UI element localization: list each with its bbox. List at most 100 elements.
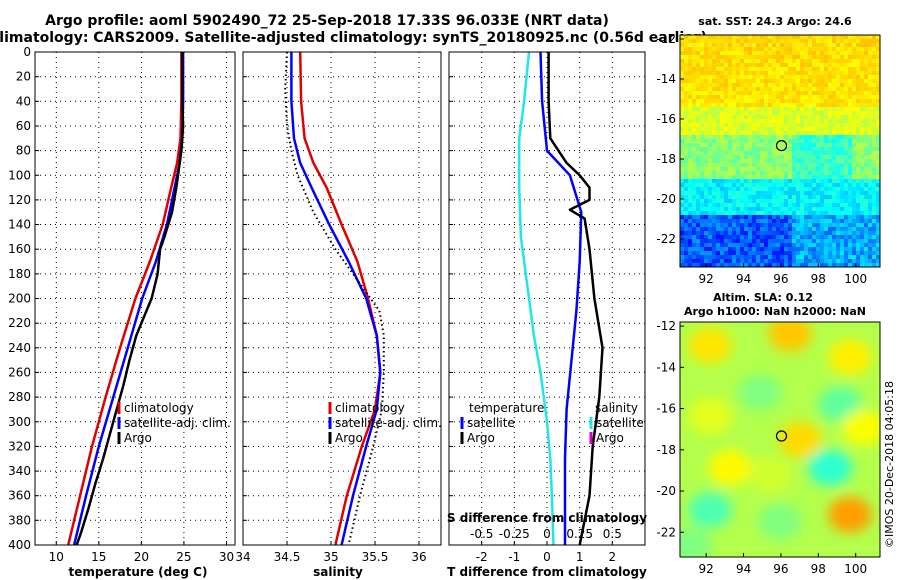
sst-cell	[712, 251, 717, 256]
sst-cell	[808, 111, 813, 116]
sst-cell	[800, 215, 805, 220]
sst-cell	[808, 187, 813, 192]
sst-cell	[856, 103, 861, 108]
sst-cell	[684, 67, 689, 72]
sst-cell	[740, 111, 745, 116]
sst-cell	[728, 67, 733, 72]
sst-cell	[872, 147, 877, 152]
sst-cell	[848, 179, 853, 184]
sst-cell	[792, 143, 797, 148]
sst-cell	[712, 243, 717, 248]
sst-cell	[788, 51, 793, 56]
sst-cell	[800, 87, 805, 92]
sst-cell	[748, 71, 753, 76]
sst-cell	[784, 195, 789, 200]
sst-cell	[732, 223, 737, 228]
sst-cell	[856, 107, 861, 112]
sla-anomaly-patch	[808, 449, 852, 486]
sst-cell	[776, 183, 781, 188]
sst-cell	[864, 127, 869, 132]
sst-cell	[724, 175, 729, 180]
sst-cell	[768, 43, 773, 48]
sst-cell	[872, 83, 877, 88]
sst-cell	[748, 87, 753, 92]
sst-cell	[848, 87, 853, 92]
sst-cell	[692, 219, 697, 224]
sst-cell	[740, 99, 745, 104]
sst-cell	[832, 95, 837, 100]
sst-cell	[764, 139, 769, 144]
sst-cell	[788, 183, 793, 188]
sst-cell	[800, 179, 805, 184]
sst-cell	[704, 231, 709, 236]
sst-cell	[828, 167, 833, 172]
sst-cell	[688, 243, 693, 248]
sst-cell	[812, 87, 817, 92]
sst-cell	[688, 163, 693, 168]
sst-cell	[836, 171, 841, 176]
sst-cell	[844, 99, 849, 104]
sst-cell	[744, 203, 749, 208]
sst-cell	[776, 155, 781, 160]
sst-cell	[804, 55, 809, 60]
sst-cell	[804, 139, 809, 144]
sst-cell	[824, 95, 829, 100]
sst-cell	[736, 135, 741, 140]
sst-cell	[696, 119, 701, 124]
sst-cell	[824, 219, 829, 224]
sst-cell	[768, 127, 773, 132]
sst-cell	[692, 259, 697, 264]
sst-cell	[768, 255, 773, 260]
sst-cell	[816, 187, 821, 192]
sst-cell	[860, 95, 865, 100]
sst-cell	[832, 231, 837, 236]
sst-cell	[784, 171, 789, 176]
sst-cell	[840, 247, 845, 252]
sst-cell	[876, 227, 880, 232]
sst-cell	[808, 83, 813, 88]
sst-cell	[820, 139, 825, 144]
sst-cell	[824, 139, 829, 144]
sst-cell	[816, 75, 821, 80]
sst-cell	[864, 119, 869, 124]
sst-cell	[852, 243, 857, 248]
sst-cell	[688, 211, 693, 216]
sst-cell	[720, 43, 725, 48]
sst-cell	[812, 103, 817, 108]
sst-cell	[680, 231, 685, 236]
sst-cell	[856, 119, 861, 124]
sst-cell	[696, 191, 701, 196]
sst-cell	[836, 135, 841, 140]
sst-cell	[788, 47, 793, 52]
legend-label: satellite	[467, 416, 515, 430]
sst-cell	[848, 151, 853, 156]
sst-cell	[680, 43, 685, 48]
sst-cell	[776, 247, 781, 252]
sst-cell	[712, 235, 717, 240]
sst-cell	[800, 231, 805, 236]
sst-cell	[724, 39, 729, 44]
sst-cell	[872, 107, 877, 112]
sst-cell	[808, 115, 813, 120]
sst-cell	[796, 47, 801, 52]
sst-cell	[728, 127, 733, 132]
sst-cell	[820, 183, 825, 188]
sst-cell	[864, 139, 869, 144]
sst-cell	[720, 67, 725, 72]
sst-cell	[860, 203, 865, 208]
temperature-series	[66, 52, 185, 545]
sst-cell	[716, 151, 721, 156]
sst-cell	[692, 167, 697, 172]
sst-cell	[872, 211, 877, 216]
sst-cell	[704, 131, 709, 136]
sst-cell	[704, 187, 709, 192]
sst-cell	[760, 263, 765, 267]
sst-cell	[840, 183, 845, 188]
sst-cell	[736, 243, 741, 248]
sst-cell	[768, 263, 773, 267]
sst-cell	[776, 187, 781, 192]
sst-cell	[836, 51, 841, 56]
sst-cell	[808, 107, 813, 112]
sst-cell	[772, 247, 777, 252]
sst-cell	[868, 79, 873, 84]
